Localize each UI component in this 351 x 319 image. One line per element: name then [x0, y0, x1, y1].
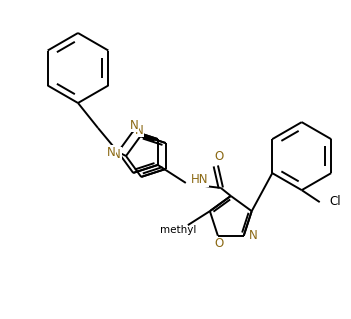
Text: N: N — [135, 123, 144, 137]
Text: N: N — [249, 229, 258, 242]
Text: methyl: methyl — [160, 225, 196, 235]
Text: HN: HN — [191, 174, 208, 186]
Text: O: O — [214, 237, 224, 250]
Text: Cl: Cl — [330, 195, 341, 208]
Text: N: N — [130, 119, 139, 131]
Text: N: N — [112, 147, 121, 160]
Text: O: O — [214, 151, 224, 163]
Text: N: N — [107, 145, 115, 159]
